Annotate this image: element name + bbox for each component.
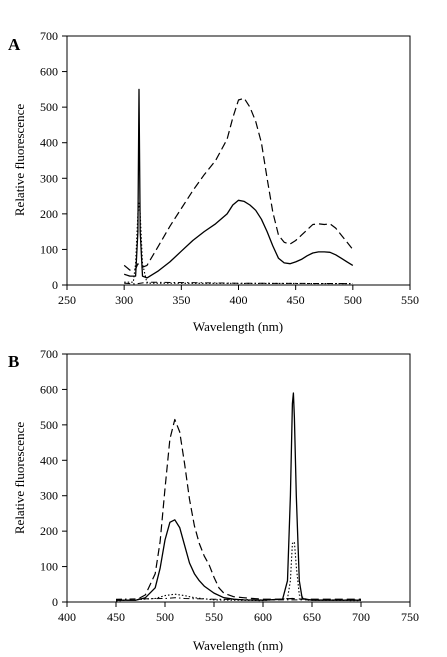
- y-tick-label: 700: [40, 347, 58, 361]
- x-tick-label: 350: [172, 293, 190, 307]
- y-tick-label: 0: [52, 278, 58, 292]
- y-tick-label: 400: [40, 453, 58, 467]
- y-tick-label: 200: [40, 207, 58, 221]
- y-tick-label: 400: [40, 136, 58, 150]
- x-tick-label: 550: [401, 293, 419, 307]
- y-tick-label: 500: [40, 100, 58, 114]
- series-line-a-dash-dot: [124, 281, 353, 285]
- panel-label-a: A: [8, 35, 21, 54]
- y-tick-label: 100: [40, 560, 58, 574]
- series-b: [115, 392, 362, 602]
- x-tick-label: 300: [115, 293, 133, 307]
- series-line-a-solid: [124, 88, 354, 279]
- y-tick-label: 700: [40, 29, 58, 43]
- x-tick-label: 450: [107, 610, 125, 624]
- y-tick-label: 500: [40, 418, 58, 432]
- y-tick-label: 300: [40, 489, 58, 503]
- panel-label-b: B: [8, 352, 19, 371]
- y-tick-label: 0: [52, 595, 58, 609]
- y-tick-label: 300: [40, 171, 58, 185]
- axes-a: 250 300 350 400 450 500 550 0 100 200 300 400 500 600…: [40, 29, 419, 307]
- x-tick-label: 600: [254, 610, 272, 624]
- x-tick-label: 700: [352, 610, 370, 624]
- series-line-a-dotted: [124, 202, 353, 285]
- y-axis-label-b: Relative fluorescence: [12, 422, 27, 534]
- axes-b: 400 450 500 550 600 650 700 750 0 100 200 300 400 500…: [40, 347, 419, 624]
- y-tick-label: 100: [40, 242, 58, 256]
- series-line-a-dashed: [123, 97, 354, 271]
- series-line-b-dashed: [116, 418, 361, 601]
- x-tick-label: 500: [344, 293, 362, 307]
- plot-frame-b: [66, 353, 411, 603]
- series-line-b-solid: [116, 392, 361, 601]
- series-line-b-dotted: [115, 541, 362, 602]
- y-axis-label-a: Relative fluorescence: [12, 104, 27, 216]
- x-tick-label: 400: [230, 293, 248, 307]
- y-tick-label: 600: [40, 65, 58, 79]
- x-tick-label: 650: [303, 610, 321, 624]
- x-tick-label: 250: [58, 293, 76, 307]
- series-a: [123, 88, 354, 285]
- series-line-b-dash-dot: [115, 597, 361, 601]
- plot-frame-a: [66, 35, 411, 286]
- panel-a-chart: A 250 300 350 400 450 500 550 0 100 200 300 400 500 6…: [8, 29, 419, 334]
- y-tick-label: 200: [40, 524, 58, 538]
- x-axis-label-b: Wavelength (nm): [193, 638, 283, 653]
- x-tick-label: 550: [205, 610, 223, 624]
- panel-b-chart: B 400 450 500 550 600 650 700 750 0 100 200 300 400 5…: [8, 347, 419, 653]
- x-axis-label-a: Wavelength (nm): [193, 319, 283, 334]
- x-tick-label: 450: [287, 293, 305, 307]
- x-tick-label: 400: [58, 610, 76, 624]
- x-tick-label: 750: [401, 610, 419, 624]
- y-tick-label: 600: [40, 382, 58, 396]
- x-tick-label: 500: [156, 610, 174, 624]
